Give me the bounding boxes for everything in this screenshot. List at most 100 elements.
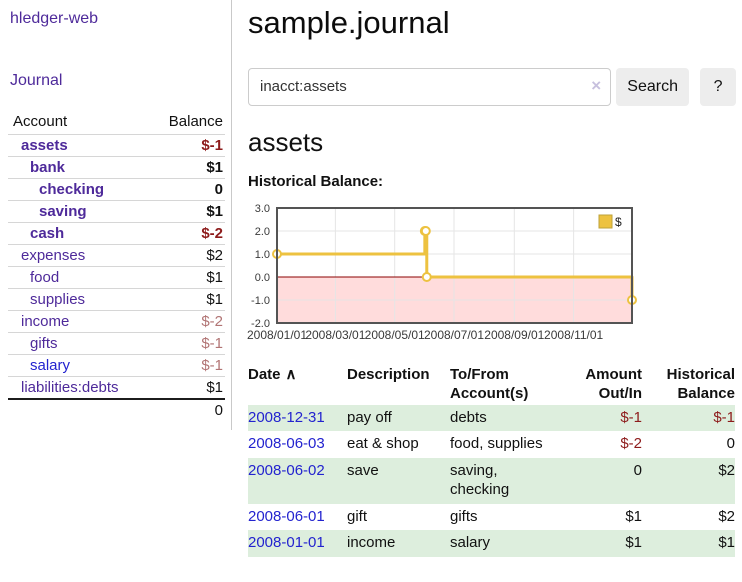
account-row: bank $1	[8, 156, 225, 179]
account-balance: $1	[206, 379, 223, 396]
accounts-total-row: 0	[8, 398, 225, 421]
svg-text:0.0: 0.0	[255, 272, 270, 284]
transaction-description: gift	[347, 507, 368, 525]
svg-text:-1.0: -1.0	[251, 295, 270, 307]
transaction-balance: $2	[718, 461, 735, 479]
transaction-amount: $-2	[620, 435, 642, 453]
chart-heading: Historical Balance:	[248, 172, 384, 190]
account-heading: assets	[248, 126, 324, 157]
svg-text:3.0: 3.0	[255, 203, 270, 215]
accounts-table-header: Account Balance	[8, 110, 225, 135]
register-row: 2008-06-03 eat & shop food, supplies $-2…	[248, 431, 735, 458]
account-balance: $2	[206, 247, 223, 264]
historical-balance-chart: 3.0 2.0 1.0 0.0 -1.0 -2.0 2008/01/01 2008/03/01…	[247, 203, 736, 342]
account-row: saving $1	[8, 200, 225, 223]
main-content: sample.journal × Search ? assets Histori…	[247, 0, 736, 557]
transaction-accounts: gifts	[450, 507, 478, 525]
account-row: salary $-1	[8, 354, 225, 377]
transaction-accounts: debts	[450, 408, 487, 426]
account-row: cash $-2	[8, 222, 225, 245]
transaction-balance: $2	[718, 507, 735, 525]
account-link-gifts[interactable]: gifts	[30, 335, 58, 352]
transaction-accounts: saving, checking	[450, 461, 510, 499]
page-title: sample.journal	[248, 5, 450, 40]
account-row: food $1	[8, 266, 225, 289]
transaction-date-link[interactable]: 2008-06-02	[248, 461, 325, 479]
transaction-date-link[interactable]: 2008-06-03	[248, 435, 325, 453]
account-link-cash[interactable]: cash	[30, 225, 65, 242]
account-link-expenses[interactable]: expenses	[21, 247, 86, 264]
account-balance: $-1	[201, 357, 223, 374]
transaction-description: save	[347, 461, 379, 479]
svg-text:2008/01/01: 2008/01/01	[247, 328, 307, 342]
account-link-liabilities-debts[interactable]: liabilities:debts	[21, 379, 119, 396]
transaction-accounts: salary	[450, 534, 491, 552]
account-row: gifts $-1	[8, 332, 225, 355]
svg-text:2008/03/01: 2008/03/01	[305, 328, 365, 342]
account-row: liabilities:debts $1	[8, 376, 225, 400]
search-button[interactable]: Search	[616, 67, 690, 106]
svg-text:2008/09/01: 2008/09/01	[484, 328, 544, 342]
search-form: × Search ?	[248, 67, 736, 106]
account-link-supplies[interactable]: supplies	[30, 291, 86, 308]
transaction-balance: 0	[726, 435, 735, 453]
svg-text:$: $	[615, 215, 622, 229]
svg-text:2008/07/01: 2008/07/01	[424, 328, 484, 342]
register-header-date[interactable]: Date ∧	[248, 365, 297, 383]
account-row: assets $-1	[8, 134, 225, 157]
transaction-balance: $1	[718, 534, 735, 552]
transaction-description: income	[347, 534, 396, 552]
svg-text:2.0: 2.0	[255, 226, 270, 238]
account-link-bank[interactable]: bank	[30, 159, 66, 176]
transaction-amount: $-1	[620, 408, 642, 426]
account-link-salary[interactable]: salary	[30, 357, 71, 374]
account-balance: $-2	[201, 225, 223, 242]
account-balance: 0	[214, 181, 223, 198]
account-balance: $1	[206, 159, 223, 176]
register-row: 2008-12-31 pay off debts $-1 $-1	[248, 404, 735, 432]
register-row: 2008-01-01 income salary $1 $1	[248, 530, 735, 557]
account-balance: $-1	[201, 137, 223, 154]
sidebar: hledger-web Journal Account Balance asse…	[0, 0, 232, 430]
transaction-date-link[interactable]: 2008-06-01	[248, 507, 325, 525]
account-balance: $1	[206, 291, 223, 308]
transaction-accounts: food, supplies	[450, 435, 543, 453]
account-link-income[interactable]: income	[21, 313, 70, 330]
search-input[interactable]	[248, 67, 612, 106]
account-balance: $-2	[201, 313, 223, 330]
app-title-link[interactable]: hledger-web	[10, 10, 99, 27]
accounts-header-balance: Balance	[168, 113, 223, 130]
transaction-description: pay off	[347, 408, 392, 426]
transaction-balance: $-1	[713, 408, 735, 426]
transaction-date-link[interactable]: 2008-12-31	[248, 408, 325, 426]
sidebar-item-journal[interactable]: Journal	[10, 72, 63, 89]
sort-ascending-icon: ∧	[285, 365, 297, 383]
account-balance: $-1	[201, 335, 223, 352]
register-header-row: Date ∧ Description To/From Account(s) Amo…	[248, 363, 735, 405]
register-row: 2008-06-01 gift gifts $1 $2	[248, 504, 735, 531]
account-row: supplies $1	[8, 288, 225, 311]
account-row: income $-2	[8, 310, 225, 333]
account-row: expenses $2	[8, 244, 225, 267]
account-link-checking[interactable]: checking	[39, 181, 105, 198]
transaction-amount: $1	[625, 534, 642, 552]
clear-search-icon[interactable]: ×	[591, 75, 602, 95]
register-table: Date ∧ Description To/From Account(s) Amo…	[248, 363, 735, 557]
account-link-saving[interactable]: saving	[39, 203, 87, 220]
account-balance: $1	[206, 269, 223, 286]
account-link-assets[interactable]: assets	[21, 137, 68, 154]
register-row: 2008-06-02 save saving, checking 0 $2	[248, 457, 735, 504]
accounts-header-account: Account	[13, 113, 68, 130]
account-balance: $1	[206, 203, 223, 220]
transaction-date-link[interactable]: 2008-01-01	[248, 534, 325, 552]
help-button[interactable]: ?	[700, 67, 736, 106]
account-link-food[interactable]: food	[30, 269, 60, 286]
balance-chart-svg: 3.0 2.0 1.0 0.0 -1.0 -2.02008/01/012008/03/01…	[247, 203, 637, 342]
transaction-description: eat & shop	[347, 435, 419, 453]
account-row: checking 0	[8, 178, 225, 201]
register-header-description: Description	[347, 365, 430, 383]
accounts-total-value: 0	[148, 398, 225, 421]
svg-text:2008/11/01: 2008/11/01	[544, 328, 603, 342]
register-header-amount: Amount Out/In	[585, 365, 642, 402]
svg-text:1.0: 1.0	[255, 249, 270, 261]
